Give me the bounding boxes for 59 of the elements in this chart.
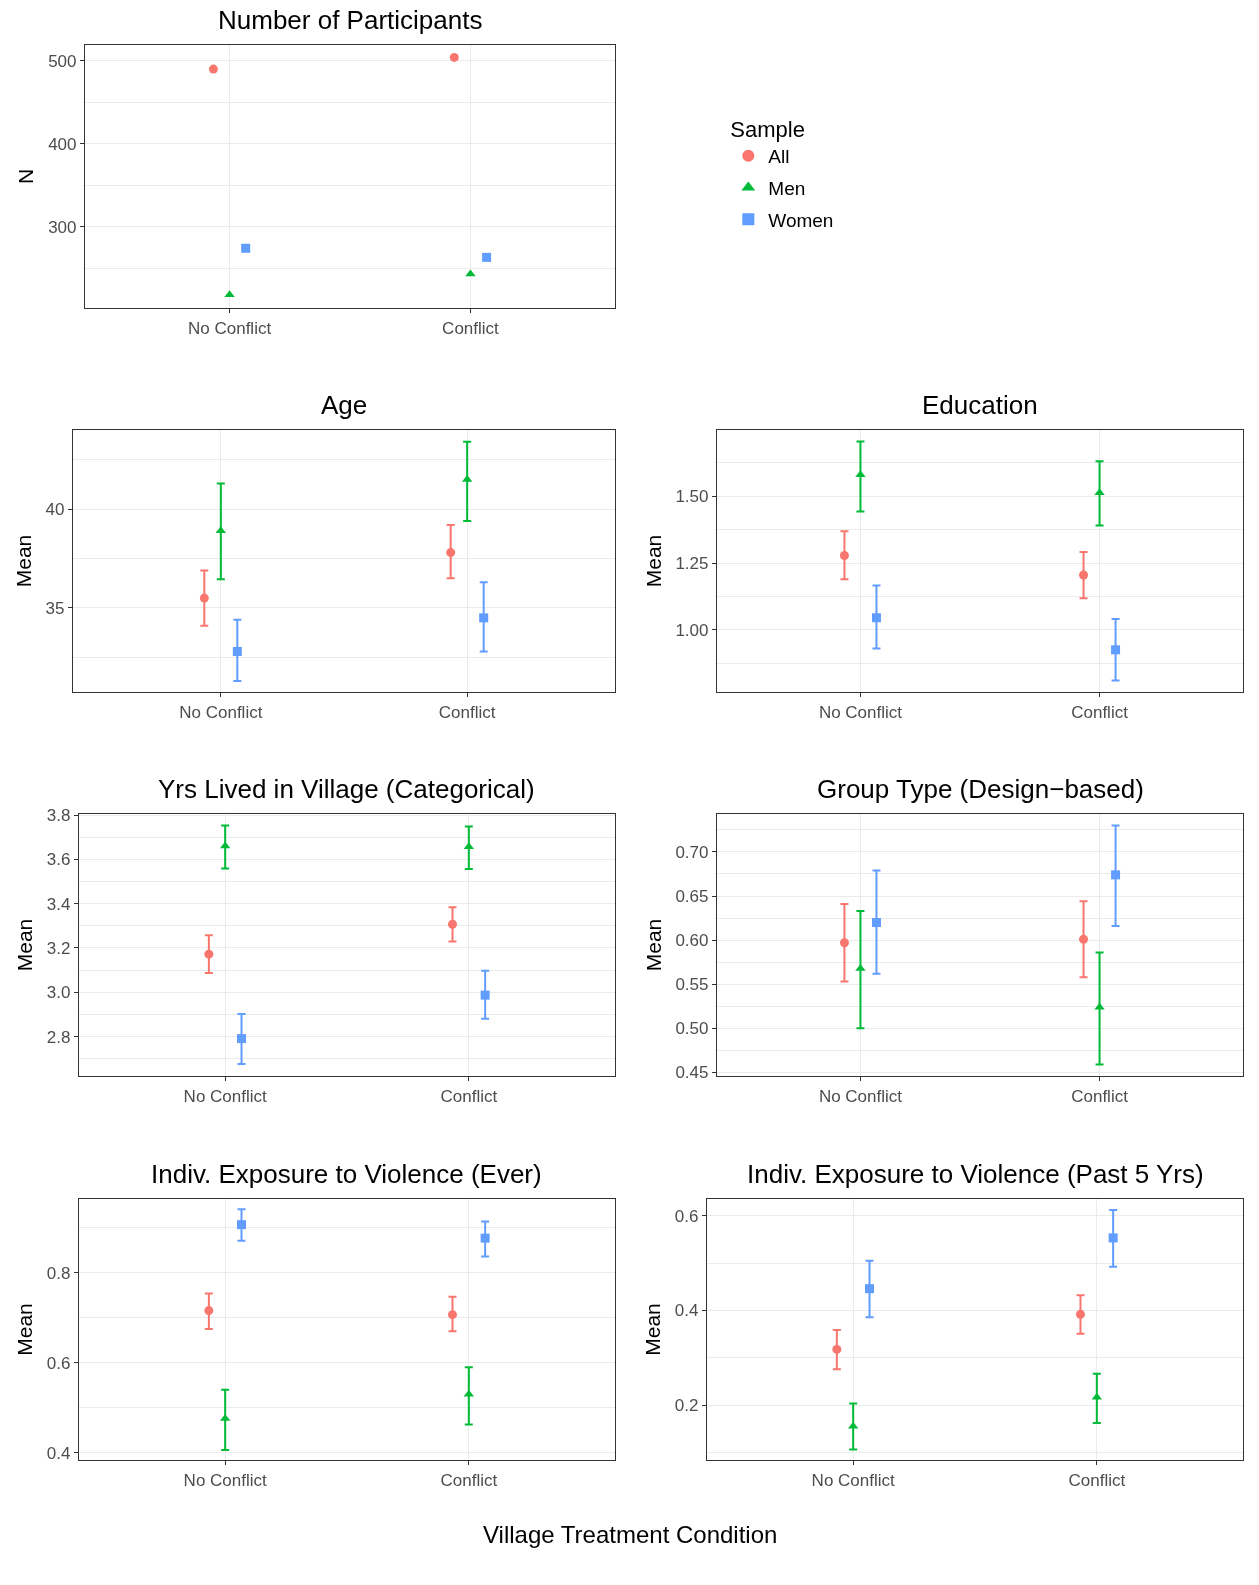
text: Village Treatment Condition (483, 1521, 778, 1548)
y-tick-label: 3.2 (46, 938, 71, 958)
y-axis-title: Mean (641, 534, 665, 588)
x-tick-label: No Conflict (811, 1470, 896, 1490)
x-tick-label: No Conflict (183, 1470, 268, 1490)
x-tick-label: No Conflict (183, 1086, 268, 1106)
y-tick-label: 1.50 (675, 487, 709, 507)
x-tick-label: No Conflict (818, 702, 903, 722)
y-tick-label: 0.6 (674, 1206, 699, 1226)
chart-title: Number of Participants (218, 5, 483, 35)
x-tick-label: No Conflict (179, 702, 263, 722)
y-tick-label: 0.65 (675, 886, 709, 906)
y-tick-label: 35 (45, 598, 65, 618)
y-tick-label: 40 (45, 500, 65, 520)
y-tick-label: 0.70 (675, 842, 709, 862)
y-tick-label: 3.0 (46, 983, 71, 1003)
y-tick-label: 0.55 (675, 975, 709, 995)
y-tick-label: 0.50 (675, 1019, 709, 1039)
y-axis-title: Mean (641, 918, 665, 972)
y-tick-label: 300 (48, 217, 77, 237)
y-axis-title: Mean (13, 918, 37, 972)
chart-title: Age (321, 390, 368, 420)
y-tick-label: 0.4 (674, 1301, 699, 1321)
chart-title: Yrs Lived in Village (Categorical) (158, 774, 535, 804)
y-tick-label: 3.4 (46, 894, 71, 914)
y-tick-label: 500 (48, 51, 77, 71)
legend-label: All (768, 146, 790, 168)
y-tick-label: 2.8 (46, 1027, 71, 1047)
y-tick-label: 1.25 (675, 553, 709, 573)
legend-title: Sample (730, 117, 805, 142)
chart-title: Indiv. Exposure to Violence (Ever) (151, 1159, 542, 1189)
chart-title: Indiv. Exposure to Violence (Past 5 Yrs) (747, 1159, 1204, 1189)
chart-title: Group Type (Design−based) (817, 774, 1144, 804)
x-tick-label: Conflict (442, 318, 500, 338)
y-tick-label: 0.6 (46, 1353, 71, 1373)
x-tick-label: Conflict (1071, 1086, 1129, 1106)
legend-label: Men (768, 177, 806, 199)
y-tick-label: 400 (48, 134, 77, 154)
y-tick-label: 0.60 (675, 931, 709, 951)
y-tick-label: 0.2 (674, 1396, 699, 1416)
y-axis-title: Mean (13, 1303, 37, 1356)
x-tick-label: Conflict (440, 1086, 498, 1106)
x-tick-label: Conflict (438, 702, 496, 722)
x-tick-label: No Conflict (818, 1086, 903, 1106)
x-tick-label: Conflict (1068, 1470, 1126, 1490)
legend-label: Women (768, 209, 834, 231)
y-tick-label: 1.00 (675, 620, 709, 640)
y-tick-label: 0.45 (675, 1063, 709, 1083)
x-tick-label: Conflict (440, 1470, 498, 1490)
y-tick-label: 3.8 (46, 806, 71, 826)
y-tick-label: 0.4 (46, 1443, 71, 1463)
x-tick-label: No Conflict (187, 318, 272, 338)
y-tick-label: 0.8 (46, 1263, 71, 1283)
chart-title: Education (922, 390, 1038, 420)
y-axis-title: Mean (641, 1303, 665, 1356)
y-axis-title: Mean (11, 534, 35, 588)
y-axis-title: N (14, 168, 38, 185)
x-tick-label: Conflict (1071, 702, 1129, 722)
y-tick-label: 3.6 (46, 850, 71, 870)
